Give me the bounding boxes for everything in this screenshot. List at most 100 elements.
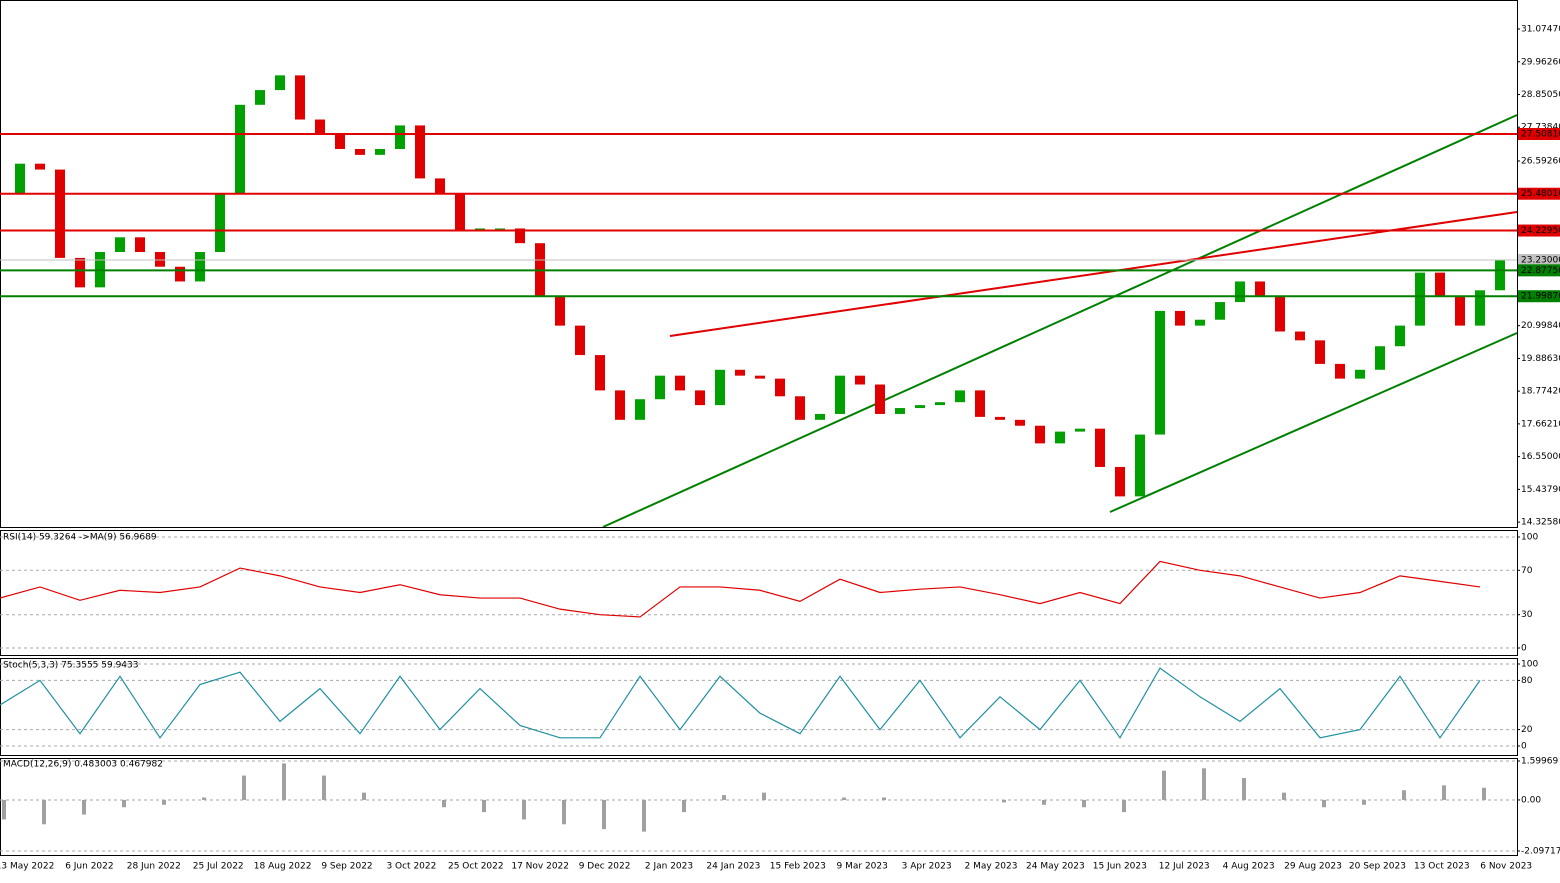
candle (1215, 302, 1225, 320)
candle (115, 237, 125, 253)
macd-bar (722, 795, 726, 800)
macd-bar (122, 799, 126, 808)
level-label-box (1518, 224, 1560, 237)
macd-bar (522, 799, 526, 820)
candle (1055, 431, 1065, 444)
frames (0, 0, 1518, 856)
macd-bar (1042, 799, 1046, 805)
y-tick-label: 14.32580 (1521, 518, 1560, 528)
macd-bar (1162, 770, 1166, 800)
candle (235, 104, 245, 194)
x-tick-label: 6 Jun 2022 (65, 862, 113, 872)
candle (1115, 466, 1125, 497)
macd-bar (1362, 799, 1366, 805)
macd-bar (242, 775, 246, 800)
candle (1095, 428, 1105, 467)
x-tick-label: 15 Jun 2023 (1093, 862, 1147, 872)
x-tick-label: 25 Jul 2022 (193, 862, 244, 872)
candle (1495, 259, 1505, 291)
candle (1255, 281, 1265, 297)
x-tick-label: 4 Aug 2023 (1223, 862, 1275, 872)
candle (1295, 331, 1305, 341)
trend-line (669, 211, 1518, 337)
candle (635, 399, 645, 420)
candle (775, 378, 785, 397)
candle (615, 390, 625, 420)
x-tick-label: 20 Sep 2023 (1349, 862, 1406, 872)
candle (855, 375, 865, 385)
macd-bar (322, 775, 326, 800)
y-tick-label: 70 (1521, 566, 1533, 576)
candle (455, 193, 465, 232)
candle (1235, 281, 1245, 303)
macd-bar (1242, 778, 1246, 800)
macd-bar (42, 799, 46, 825)
candle (995, 416, 1005, 420)
candle (835, 375, 845, 414)
candle (415, 125, 425, 179)
y-tick-label: 0 (1521, 742, 1527, 752)
trend-line (1109, 332, 1518, 513)
indicator-line (0, 667, 1481, 739)
macd-bar (1122, 799, 1126, 813)
candle (175, 266, 185, 282)
level-label-box (1518, 253, 1560, 266)
level-label: 24.22950 (1521, 226, 1560, 236)
x-tick-label: 6 Nov 2023 (1480, 862, 1532, 872)
x-tick-label: 15 Feb 2023 (770, 862, 826, 872)
candle (1195, 319, 1205, 326)
y-tick-label: 29.96260 (1521, 57, 1560, 67)
y-tick-label: 31.07470 (1521, 25, 1560, 35)
macd-bar (1002, 799, 1006, 803)
candle (575, 325, 585, 356)
candle (795, 396, 805, 420)
candle (1015, 419, 1025, 426)
candle (1275, 296, 1285, 332)
y-tick-label: 27.73840 (1521, 123, 1560, 133)
candle (35, 163, 45, 170)
candle (955, 390, 965, 403)
candle (1175, 310, 1185, 326)
level-label: 23.23000 (1521, 255, 1560, 265)
x-tick-label: 24 Jan 2023 (706, 862, 760, 872)
y-tick-label: 20.99840 (1521, 321, 1560, 331)
y-tick-label: 17.66210 (1521, 419, 1560, 429)
candle (1415, 272, 1425, 326)
x-tick-label: 3 Apr 2023 (902, 862, 952, 872)
trend-line (602, 114, 1518, 528)
level-label: 22.87750 (1521, 266, 1560, 276)
candle (195, 252, 205, 282)
candle (895, 408, 905, 414)
candle (295, 75, 305, 120)
candle (355, 148, 365, 155)
y-tick-label: 100 (1521, 660, 1538, 670)
y-tick-label: 26.59260 (1521, 156, 1560, 166)
y-tick-label: -2.09717 (1521, 847, 1560, 857)
candle (495, 228, 505, 230)
candle (1155, 310, 1165, 435)
y-tick-label: 0.00 (1521, 795, 1541, 805)
candle (215, 193, 225, 253)
candle (595, 355, 605, 391)
candle (1335, 363, 1345, 379)
level-label-box (1518, 264, 1560, 277)
indicator-title: Stoch(5,3,3) 75.3555 59.9433 (3, 661, 138, 671)
macd-bar (1402, 790, 1406, 800)
candle (755, 375, 765, 379)
macd-bar (482, 799, 486, 813)
macd-bar (842, 797, 846, 800)
candle (1435, 272, 1445, 297)
candle (335, 134, 345, 149)
macd-bar (1082, 799, 1086, 808)
x-tick-label: 2 May 2023 (965, 862, 1018, 872)
macd-bar (1482, 787, 1486, 800)
y-tick-label: 20 (1521, 725, 1533, 735)
macd-bar (82, 799, 86, 815)
macd-bar (1442, 785, 1446, 800)
y-tick-label: 15.43790 (1521, 485, 1560, 495)
x-tick-label: 3 Oct 2022 (386, 862, 436, 872)
candle (255, 90, 265, 105)
macd-bar (682, 799, 686, 813)
